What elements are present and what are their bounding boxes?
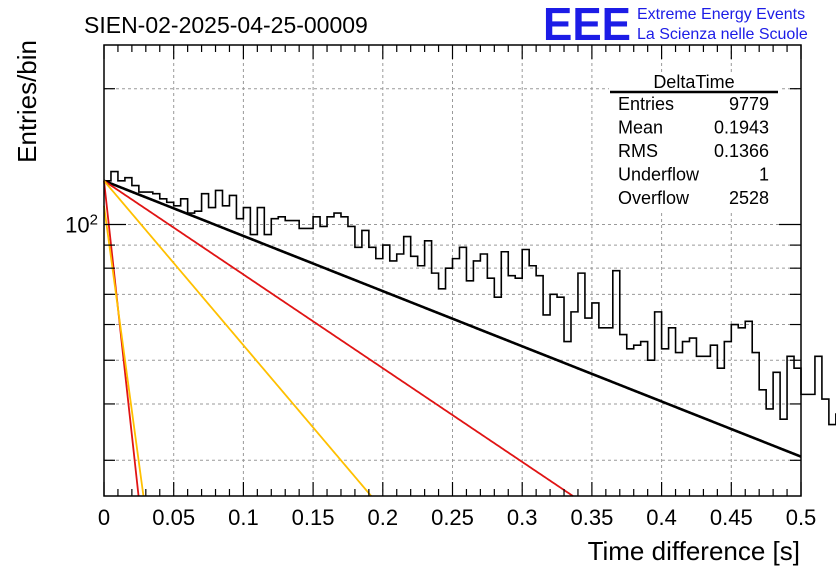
eee-logo-line2: La Scienza nelle Scuole xyxy=(637,26,808,43)
eee-logo-text: EEE xyxy=(543,0,631,50)
x-tick-label: 0.5 xyxy=(786,505,817,530)
y-tick-label-exponent: 2 xyxy=(90,211,98,228)
stats-value-overflow: 2528 xyxy=(729,188,769,208)
x-tick-label: 0.45 xyxy=(710,505,753,530)
stats-value-entries: 9779 xyxy=(729,94,769,114)
stats-value-underflow: 1 xyxy=(759,165,769,185)
histogram-line xyxy=(104,170,836,426)
y-tick-label-base: 10 xyxy=(65,212,89,237)
fit-curve-component-4 xyxy=(103,205,145,497)
x-tick-label: 0.15 xyxy=(292,505,335,530)
stats-label-underflow: Underflow xyxy=(618,165,700,185)
x-axis-label: Time difference [s] xyxy=(588,536,800,566)
x-tick-label: 0.3 xyxy=(507,505,538,530)
stats-box: DeltaTime Entries 9779 Mean 0.1943 RMS 0.1366… xyxy=(609,72,779,210)
histogram-steps xyxy=(104,170,836,426)
stats-rows: Entries 9779 Mean 0.1943 RMS 0.1366 Underflow 1… xyxy=(618,94,769,208)
x-tick-label: 0.25 xyxy=(431,505,474,530)
stats-label-mean: Mean xyxy=(618,118,663,138)
fit-curves xyxy=(103,179,802,497)
chart-title: SIEN-02-2025-04-25-00009 xyxy=(84,12,368,38)
stats-value-rms: 0.1366 xyxy=(714,141,769,161)
fit-curve-component-3 xyxy=(103,180,372,497)
x-tick-label: 0.4 xyxy=(646,505,677,530)
fit-curve-component-1 xyxy=(103,180,574,497)
axis-ticks xyxy=(103,45,802,496)
stats-label-overflow: Overflow xyxy=(618,188,690,208)
x-tick-label: 0.2 xyxy=(368,505,399,530)
stats-label-rms: RMS xyxy=(618,141,658,161)
fit-curve-total-fit xyxy=(103,179,802,458)
stats-title: DeltaTime xyxy=(653,72,734,92)
y-tick-label: 102 xyxy=(65,211,98,238)
x-tick-label: 0.05 xyxy=(152,505,195,530)
x-tick-label: 0.35 xyxy=(570,505,613,530)
eee-logo: EEE Extreme Energy Events La Scienza nel… xyxy=(543,0,808,50)
eee-logo-line1: Extreme Energy Events xyxy=(637,6,805,23)
stats-label-entries: Entries xyxy=(618,94,674,114)
y-axis-label: Entries/bin xyxy=(12,40,42,163)
grid-lines xyxy=(104,45,801,496)
x-tick-label: 0.1 xyxy=(228,505,259,530)
stats-value-mean: 0.1943 xyxy=(714,118,769,138)
x-tick-label: 0 xyxy=(98,505,110,530)
x-tick-labels: 0 0.05 0.1 0.15 0.2 0.25 0.3 0.35 0.4 0.45 0.5 xyxy=(98,505,816,530)
